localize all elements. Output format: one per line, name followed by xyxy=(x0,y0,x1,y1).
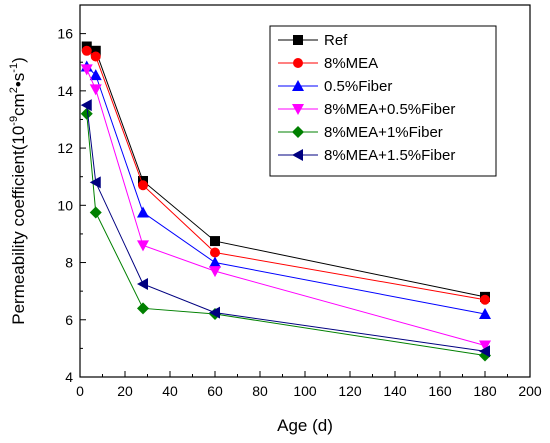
data-point xyxy=(210,247,220,258)
data-point xyxy=(89,176,101,189)
data-point xyxy=(209,266,221,278)
data-point xyxy=(90,45,101,56)
legend-marker xyxy=(292,126,304,138)
x-tick-label: 40 xyxy=(162,383,178,399)
legend-label: 8%MEA+1%Fiber xyxy=(324,124,443,141)
y-tick-label: 8 xyxy=(65,255,73,271)
legend-item: 0.5%Fiber xyxy=(278,78,392,95)
x-tick-label: 100 xyxy=(293,383,317,399)
y-axis-title: Permeability coefficient(10-9cm2•s-1) xyxy=(8,57,28,325)
x-tick-label: 80 xyxy=(252,383,268,399)
legend-label: 0.5%Fiber xyxy=(324,78,392,95)
data-point xyxy=(210,236,220,247)
y-axis-title-end: ) xyxy=(9,57,28,63)
legend-items: Ref 8%MEA 0.5%Fiber 8%MEA+0.5%Fiber 8%MEA+1%… xyxy=(278,32,455,164)
legend-label: 8%MEA xyxy=(324,55,378,72)
x-tick-label: 140 xyxy=(383,383,407,399)
data-point xyxy=(80,64,93,76)
data-point xyxy=(89,84,102,96)
legend-item: 8%MEA xyxy=(278,55,378,72)
data-point xyxy=(137,278,148,290)
data-point xyxy=(479,345,490,358)
y-tick-label: 14 xyxy=(57,83,73,99)
legend-item: 8%MEA+0.5%Fiber xyxy=(278,101,455,118)
legend-label: 8%MEA+0.5%Fiber xyxy=(324,101,455,118)
data-point xyxy=(89,69,102,81)
data-point xyxy=(90,51,101,62)
data-point xyxy=(81,45,92,56)
legend-item: 8%MEA+1.5%Fiber xyxy=(278,147,455,164)
legend-box xyxy=(269,25,497,177)
data-point xyxy=(480,294,490,305)
legend-marker xyxy=(292,80,304,91)
legend-marker xyxy=(293,58,303,68)
series-group xyxy=(80,41,491,362)
data-point xyxy=(137,206,149,218)
series-8%MEA+1.5%Fiber xyxy=(80,99,490,358)
data-point xyxy=(479,308,491,320)
x-tick-label: 20 xyxy=(117,383,133,399)
legend-marker xyxy=(292,149,303,161)
data-point xyxy=(137,240,149,252)
data-point xyxy=(209,306,220,319)
legend-label: 8%MEA+1.5%Fiber xyxy=(324,147,455,164)
y-axis-title-exp3: -1 xyxy=(8,63,20,73)
y-axis-title-main: Permeability coefficient(10 xyxy=(9,126,28,325)
y-axis-title-exp1: -9 xyxy=(8,116,20,126)
y-axis-title-exp2: 2 xyxy=(8,87,20,93)
y-tick-label: 16 xyxy=(57,26,73,42)
legend-marker xyxy=(292,104,304,115)
legend-marker xyxy=(293,35,303,45)
legend-item: 8%MEA+1%Fiber xyxy=(278,124,443,141)
data-point xyxy=(138,180,148,191)
x-tick-label: 200 xyxy=(518,383,542,399)
data-point xyxy=(479,340,491,352)
x-tick-label: 0 xyxy=(76,383,84,399)
y-axis-title-mid: cm xyxy=(9,93,28,116)
x-axis-title: Age (d) xyxy=(277,416,333,435)
data-point xyxy=(209,256,221,268)
y-tick-label: 6 xyxy=(65,312,73,328)
x-tick-label: 180 xyxy=(473,383,497,399)
y-tick-label: 12 xyxy=(57,140,73,156)
axis-ticks: 0 20 40 60 80 100 120 140 160 180 200 4 6 8 10 12 14 16 xyxy=(57,4,542,399)
legend-item: Ref xyxy=(278,32,348,49)
y-tick-label: 10 xyxy=(57,197,73,213)
legend: Ref 8%MEA 0.5%Fiber 8%MEA+0.5%Fiber 8%MEA+1%… xyxy=(269,25,497,177)
data-point xyxy=(80,99,92,112)
data-point xyxy=(80,107,93,120)
legend-label: Ref xyxy=(324,32,348,49)
data-point xyxy=(137,302,149,315)
x-tick-label: 60 xyxy=(207,383,223,399)
x-tick-label: 160 xyxy=(428,383,452,399)
series-8%MEA+0.5%Fiber xyxy=(80,64,491,352)
y-axis-title-dot: •s xyxy=(9,73,28,87)
data-point xyxy=(89,206,102,219)
y-tick-label: 4 xyxy=(65,369,73,385)
series-8%MEA xyxy=(81,45,490,305)
x-tick-label: 120 xyxy=(338,383,362,399)
